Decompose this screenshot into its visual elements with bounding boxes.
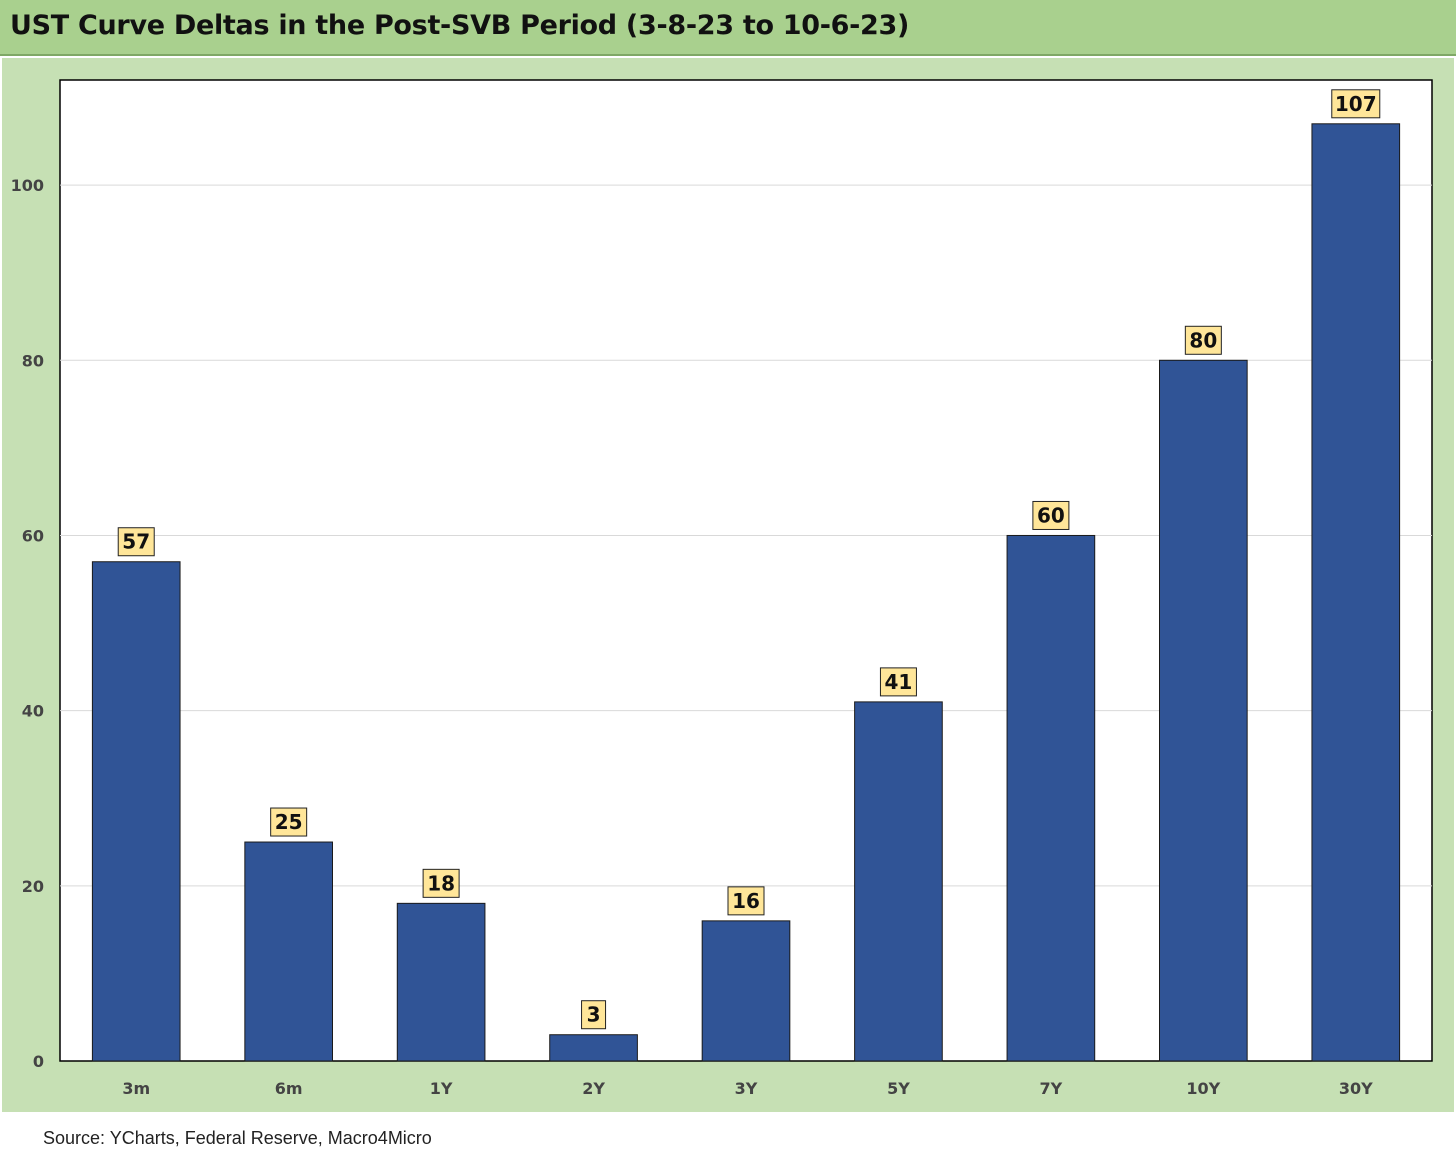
y-axis-ticks: 0 20 40 60 80 100 bbox=[11, 176, 44, 1071]
data-label-box bbox=[422, 868, 460, 898]
y-tick-label: 20 bbox=[22, 877, 44, 896]
x-tick-label: 3Y bbox=[735, 1079, 758, 1098]
bar bbox=[1311, 123, 1401, 1062]
data-label: 41 bbox=[885, 670, 913, 694]
x-tick-label: 30Y bbox=[1339, 1079, 1373, 1098]
x-tick-label: 10Y bbox=[1186, 1079, 1220, 1098]
data-label-box bbox=[270, 807, 308, 837]
x-axis-ticks: 3m 6m 1Y 2Y 3Y 5Y 7Y 10Y 30Y bbox=[122, 1079, 1373, 1098]
bar bbox=[701, 920, 791, 1062]
data-label-box bbox=[1331, 89, 1381, 119]
data-label: 16 bbox=[732, 889, 760, 913]
data-label-box bbox=[1184, 325, 1222, 355]
data-label: 80 bbox=[1189, 328, 1217, 352]
bars bbox=[91, 123, 1401, 1062]
data-label: 60 bbox=[1037, 503, 1065, 527]
bar bbox=[1159, 359, 1248, 1062]
data-label-box bbox=[879, 667, 917, 697]
chart-title: UST Curve Deltas in the Post-SVB Period … bbox=[10, 10, 910, 41]
data-label-box bbox=[1032, 500, 1070, 530]
y-tick-label: 60 bbox=[22, 526, 44, 545]
data-label: 3 bbox=[587, 1003, 601, 1027]
x-tick-label: 2Y bbox=[582, 1079, 605, 1098]
data-label-box bbox=[727, 886, 765, 916]
y-tick-label: 80 bbox=[22, 351, 44, 370]
y-tick-label: 100 bbox=[11, 176, 44, 195]
y-tick-label: 0 bbox=[33, 1052, 44, 1071]
data-label-box bbox=[581, 1000, 607, 1030]
data-label: 18 bbox=[427, 871, 455, 895]
x-tick-label: 3m bbox=[122, 1079, 150, 1098]
data-label: 25 bbox=[275, 810, 303, 834]
footer bbox=[0, 1112, 1456, 1161]
bar bbox=[91, 561, 181, 1062]
x-tick-label: 7Y bbox=[1040, 1079, 1063, 1098]
data-labels: 57 25 18 3 16 41 60 80 107 bbox=[117, 89, 1381, 1030]
y-tick-label: 40 bbox=[22, 702, 44, 721]
bar bbox=[396, 902, 486, 1062]
bar bbox=[854, 701, 943, 1062]
x-tick-label: 1Y bbox=[430, 1079, 453, 1098]
bar bbox=[549, 1034, 638, 1062]
title-bar: UST Curve Deltas in the Post-SVB Period … bbox=[0, 0, 1456, 56]
data-label: 57 bbox=[122, 530, 150, 554]
x-tick-label: 6m bbox=[275, 1079, 303, 1098]
data-label: 107 bbox=[1335, 92, 1377, 116]
bar-chart: 0 20 40 60 80 100 57 25 18 3 16 41 60 80 107 3m 6m 1Y 2Y… bbox=[11, 79, 1433, 1098]
bar bbox=[1006, 534, 1096, 1062]
data-label-box bbox=[117, 527, 155, 557]
source-note: Source: YCharts, Federal Reserve, Macro4… bbox=[43, 1128, 432, 1148]
x-tick-label: 5Y bbox=[887, 1079, 910, 1098]
bar bbox=[244, 841, 333, 1062]
